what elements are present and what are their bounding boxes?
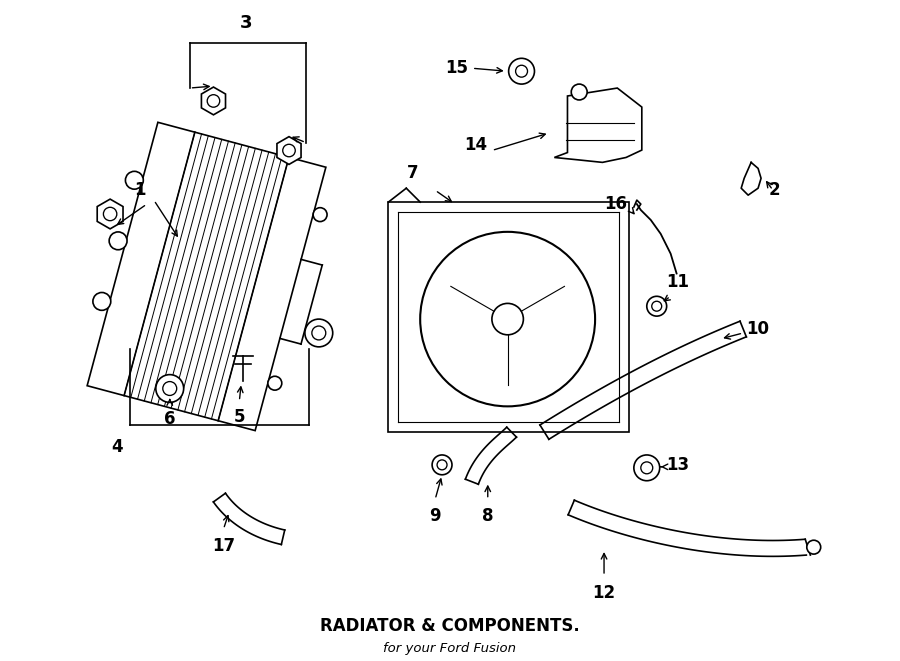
Text: 8: 8 xyxy=(482,508,493,525)
Text: RADIATOR & COMPONENTS.: RADIATOR & COMPONENTS. xyxy=(320,617,580,635)
Text: 4: 4 xyxy=(112,438,123,456)
Text: 3: 3 xyxy=(240,13,253,32)
Polygon shape xyxy=(97,199,123,229)
Text: 6: 6 xyxy=(164,410,176,428)
Polygon shape xyxy=(554,88,642,163)
Text: 11: 11 xyxy=(667,274,689,292)
Text: 5: 5 xyxy=(234,408,245,426)
Text: 12: 12 xyxy=(592,584,616,602)
Circle shape xyxy=(647,296,667,316)
Circle shape xyxy=(268,376,282,390)
Circle shape xyxy=(634,455,660,481)
Text: for your Ford Fusion: for your Ford Fusion xyxy=(383,642,517,655)
Text: 13: 13 xyxy=(667,456,689,474)
Polygon shape xyxy=(202,87,226,115)
Circle shape xyxy=(572,84,587,100)
Text: 17: 17 xyxy=(212,537,235,555)
Text: 1: 1 xyxy=(134,181,146,199)
Text: 16: 16 xyxy=(604,195,627,213)
Polygon shape xyxy=(277,137,301,165)
Circle shape xyxy=(156,375,184,403)
Text: 10: 10 xyxy=(746,320,769,338)
Circle shape xyxy=(420,232,595,407)
Circle shape xyxy=(305,319,333,347)
Text: 15: 15 xyxy=(445,59,468,77)
Circle shape xyxy=(508,58,535,84)
Polygon shape xyxy=(87,122,326,430)
Text: 2: 2 xyxy=(769,181,780,199)
Polygon shape xyxy=(389,202,629,432)
Circle shape xyxy=(492,303,524,335)
Circle shape xyxy=(806,540,821,554)
Circle shape xyxy=(432,455,452,475)
Text: 9: 9 xyxy=(429,508,441,525)
Text: 14: 14 xyxy=(464,136,488,153)
Circle shape xyxy=(313,208,327,221)
Circle shape xyxy=(109,232,127,250)
Circle shape xyxy=(125,171,143,189)
Circle shape xyxy=(93,292,111,310)
Text: 7: 7 xyxy=(407,164,418,182)
